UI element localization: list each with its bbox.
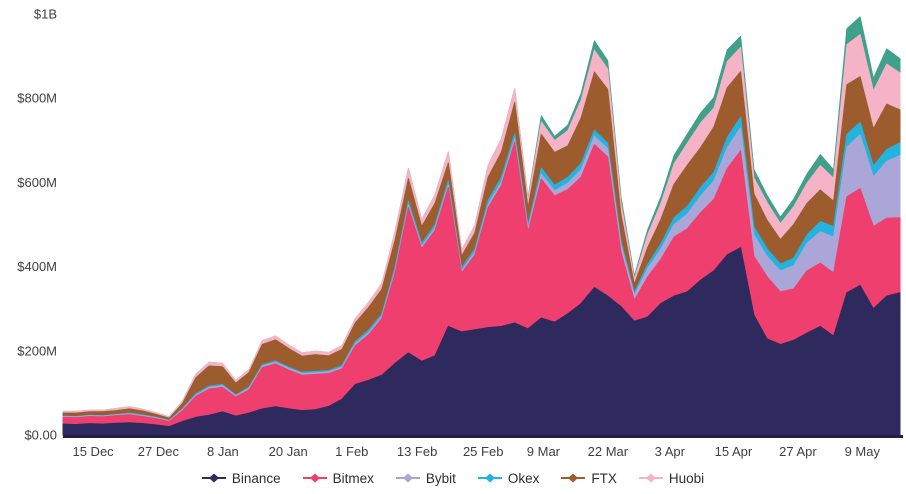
legend-label: Okex — [507, 470, 540, 486]
legend-item-ftx[interactable]: FTX — [561, 471, 617, 486]
legend-marker-bybit-icon — [395, 473, 420, 483]
x-axis-tick-label: 27 Apr — [779, 444, 817, 459]
series-area-binance[interactable] — [62, 247, 901, 436]
x-axis-tick-label: 8 Jan — [207, 444, 239, 459]
x-axis-tick-label: 15 Apr — [715, 444, 753, 459]
legend-item-bitmex[interactable]: Bitmex — [302, 470, 374, 486]
legend-item-huobi[interactable]: Huobi — [638, 470, 705, 486]
x-axis-tick-label: 22 Mar — [588, 444, 629, 459]
legend-marker-bitmex-icon — [302, 473, 327, 483]
x-axis-tick-label: 13 Feb — [397, 444, 437, 459]
y-axis-tick-label: $800M — [17, 91, 57, 106]
x-axis-tick-label: 25 Feb — [463, 444, 503, 459]
legend-item-okex[interactable]: Okex — [477, 470, 540, 486]
x-axis-tick-label: 9 Mar — [527, 444, 561, 459]
legend-marker-okex-icon — [477, 473, 502, 483]
x-axis-tick-label: 15 Dec — [72, 444, 114, 459]
legend-marker-ftx-icon — [561, 473, 586, 483]
y-axis-tick-label: $600M — [17, 175, 57, 190]
stacked-area-chart[interactable]: $0.00 $200M $400M $600M $800M $1B 15 Dec 27 Dec… — [0, 0, 906, 462]
legend-label: Huobi — [668, 470, 705, 486]
legend-label: FTX — [591, 470, 617, 486]
legend-item-bybit[interactable]: Bybit — [395, 470, 456, 486]
x-axis-tick-label: 9 May — [845, 444, 881, 459]
legend-marker-huobi-icon — [638, 473, 663, 483]
legend-item-binance[interactable]: Binance — [201, 470, 281, 486]
y-axis-tick-label: $1B — [34, 7, 57, 22]
y-axis-tick-label: $0.00 — [24, 428, 57, 443]
y-axis-tick-label: $400M — [17, 259, 57, 274]
legend-marker-binance-icon — [201, 473, 226, 483]
y-axis-tick-label: $200M — [17, 343, 57, 358]
legend-label: Binance — [231, 470, 281, 486]
legend-label: Bitmex — [332, 470, 374, 486]
x-axis-tick-label: 1 Feb — [335, 444, 368, 459]
chart-legend: Binance Bitmex Bybit Okex FTX Huobi — [0, 465, 906, 491]
x-axis-tick-label: 20 Jan — [269, 444, 308, 459]
x-axis-tick-label: 3 Apr — [655, 444, 686, 459]
x-axis-tick-label: 27 Dec — [138, 444, 180, 459]
legend-label: Bybit — [425, 470, 456, 486]
